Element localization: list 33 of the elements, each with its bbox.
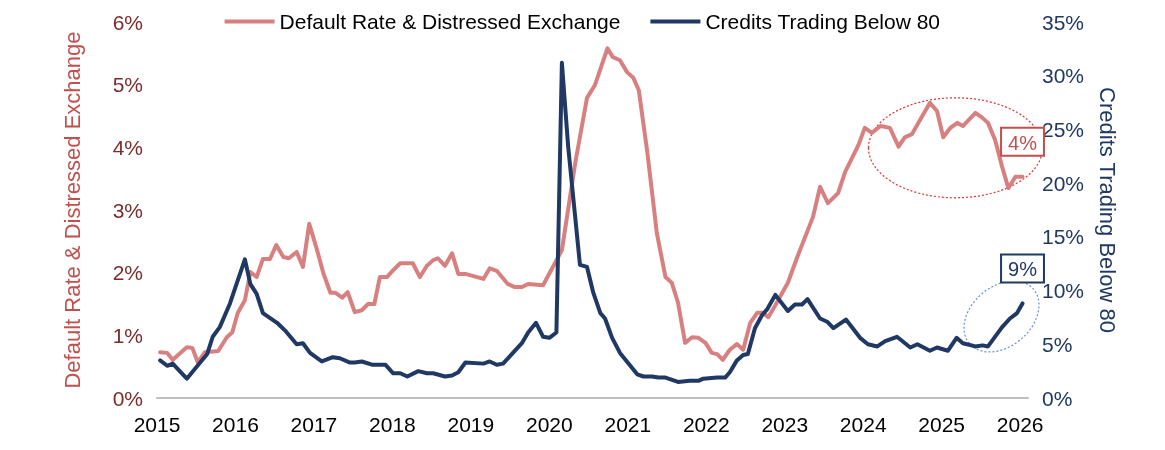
- y-tick-label: 6%: [112, 10, 143, 34]
- x-tick-label: 2026: [996, 413, 1044, 436]
- y2-tick-label: 0%: [1042, 386, 1073, 410]
- y-tick-label: 2%: [112, 261, 143, 285]
- x-tick-label: 2023: [761, 413, 809, 436]
- x-tick-label: 2019: [447, 413, 495, 436]
- y2-tick-label: 20%: [1042, 171, 1085, 195]
- y2-tick-label: 35%: [1042, 10, 1085, 34]
- y2-axis-title: Credits Trading Below 80: [1095, 87, 1121, 333]
- x-tick-label: 2017: [290, 413, 338, 436]
- annotation: 4%: [1008, 131, 1038, 154]
- annotation: 9%: [1008, 258, 1038, 281]
- x-tick-label: 2018: [369, 413, 416, 436]
- x-tick-label: 2015: [133, 413, 181, 436]
- y2-tick-label: 10%: [1042, 279, 1085, 303]
- y-tick-label: 4%: [112, 135, 143, 159]
- x-tick-label: 2020: [525, 413, 573, 436]
- legend-label: Default Rate & Distressed Exchange: [279, 10, 621, 33]
- y2-tick-label: 30%: [1042, 64, 1085, 88]
- legend-label: Credits Trading Below 80: [705, 10, 941, 33]
- y2-tick-label: 15%: [1042, 225, 1085, 249]
- x-tick-label: 2025: [918, 413, 966, 436]
- y-tick-label: 3%: [112, 198, 143, 222]
- x-tick-label: 2022: [682, 413, 730, 436]
- y-axis-title: Default Rate & Distressed Exchange: [59, 31, 85, 389]
- y2-tick-label: 5%: [1042, 332, 1073, 356]
- x-tick-label: 2021: [604, 413, 652, 436]
- x-tick-label: 2016: [212, 413, 259, 436]
- y-tick-label: 5%: [112, 73, 143, 97]
- x-tick-label: 2024: [839, 413, 887, 436]
- y-tick-label: 0%: [112, 386, 143, 410]
- y2-tick-label: 25%: [1042, 117, 1085, 141]
- y-tick-label: 1%: [112, 323, 143, 347]
